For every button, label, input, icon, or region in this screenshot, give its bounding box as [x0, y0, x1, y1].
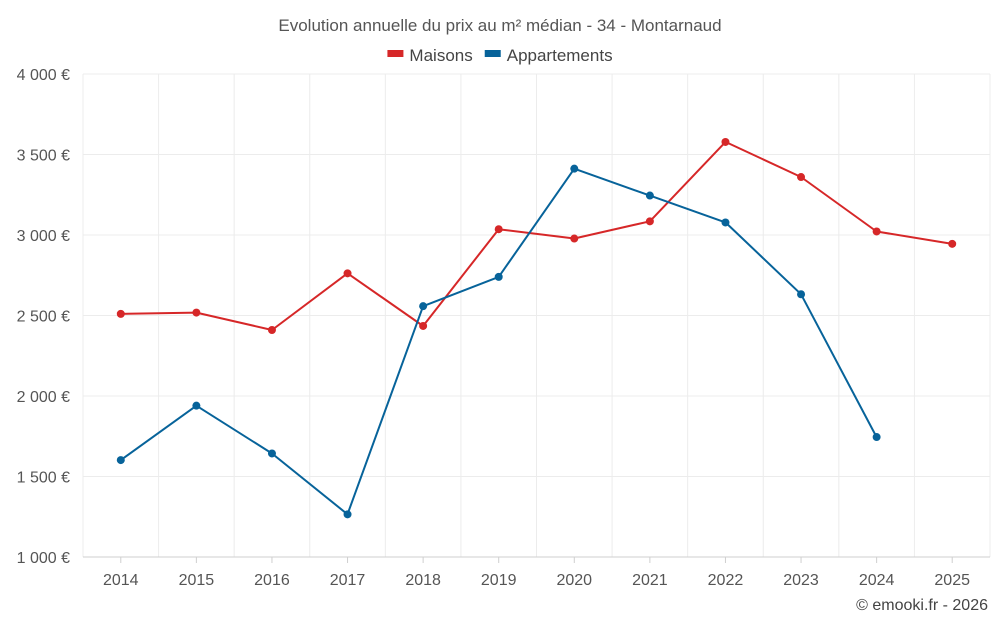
x-tick-label: 2018	[405, 572, 441, 589]
legend-label-maisons: Maisons	[409, 46, 472, 65]
legend-swatch-maisons	[387, 50, 404, 57]
x-tick-label: 2024	[859, 572, 895, 589]
data-point-appartements[interactable]	[419, 302, 428, 311]
legend: Maisons Appartements	[387, 46, 613, 65]
y-tick-label: 1 000 €	[17, 550, 70, 567]
series-maisons	[116, 137, 957, 334]
legend-item-maisons[interactable]: Maisons	[387, 46, 473, 65]
data-point-appartements[interactable]	[494, 272, 503, 281]
legend-item-appartements[interactable]: Appartements	[484, 46, 613, 65]
data-point-appartements[interactable]	[872, 433, 881, 442]
x-tick-label: 2019	[481, 572, 517, 589]
y-tick-label: 3 500 €	[17, 148, 70, 165]
data-point-maisons[interactable]	[343, 269, 352, 278]
y-tick-label: 1 500 €	[17, 470, 70, 487]
data-point-maisons[interactable]	[267, 325, 276, 334]
axes: 1 000 € 1 500 € 2 000 € 2 500 € 3 000 € 3 500…	[17, 67, 990, 589]
x-tick-label: 2014	[103, 572, 139, 589]
x-tick-label: 2023	[783, 572, 819, 589]
y-tick-label: 2 000 €	[17, 389, 70, 406]
y-tick-label: 4 000 €	[17, 67, 70, 84]
x-tick-label: 2016	[254, 572, 290, 589]
data-point-maisons[interactable]	[419, 321, 428, 330]
x-tick-label: 2025	[934, 572, 970, 589]
legend-label-appartements: Appartements	[507, 46, 613, 65]
x-tick-label: 2020	[556, 572, 592, 589]
data-point-appartements[interactable]	[116, 456, 125, 465]
y-tick-label: 3 000 €	[17, 228, 70, 245]
data-point-appartements[interactable]	[721, 218, 730, 227]
data-point-maisons[interactable]	[797, 173, 806, 182]
credit-text: © emooki.fr - 2026	[856, 597, 988, 614]
data-point-maisons[interactable]	[570, 234, 579, 243]
data-point-maisons[interactable]	[116, 309, 125, 318]
data-point-appartements[interactable]	[797, 290, 806, 299]
data-point-maisons[interactable]	[645, 217, 654, 226]
data-point-appartements[interactable]	[570, 164, 579, 173]
data-point-appartements[interactable]	[343, 510, 352, 519]
x-tick-label: 2021	[632, 572, 668, 589]
y-tick-label: 2 500 €	[17, 309, 70, 326]
data-point-maisons[interactable]	[192, 308, 201, 317]
chart-title: Evolution annuelle du prix au m² médian …	[278, 16, 721, 35]
data-point-maisons[interactable]	[494, 225, 503, 234]
data-point-appartements[interactable]	[645, 191, 654, 200]
data-point-appartements[interactable]	[267, 449, 276, 458]
legend-swatch-appartements	[484, 50, 501, 57]
x-tick-label: 2017	[330, 572, 366, 589]
data-point-maisons[interactable]	[872, 227, 881, 236]
x-tick-label: 2022	[708, 572, 744, 589]
series-layer	[116, 137, 957, 519]
data-point-maisons[interactable]	[721, 137, 730, 146]
series-appartements	[116, 164, 881, 519]
series-line-maisons	[120, 140, 953, 331]
grid	[82, 73, 991, 557]
x-tick-label: 2015	[179, 572, 215, 589]
data-point-appartements[interactable]	[192, 401, 201, 410]
data-point-maisons[interactable]	[948, 239, 957, 248]
